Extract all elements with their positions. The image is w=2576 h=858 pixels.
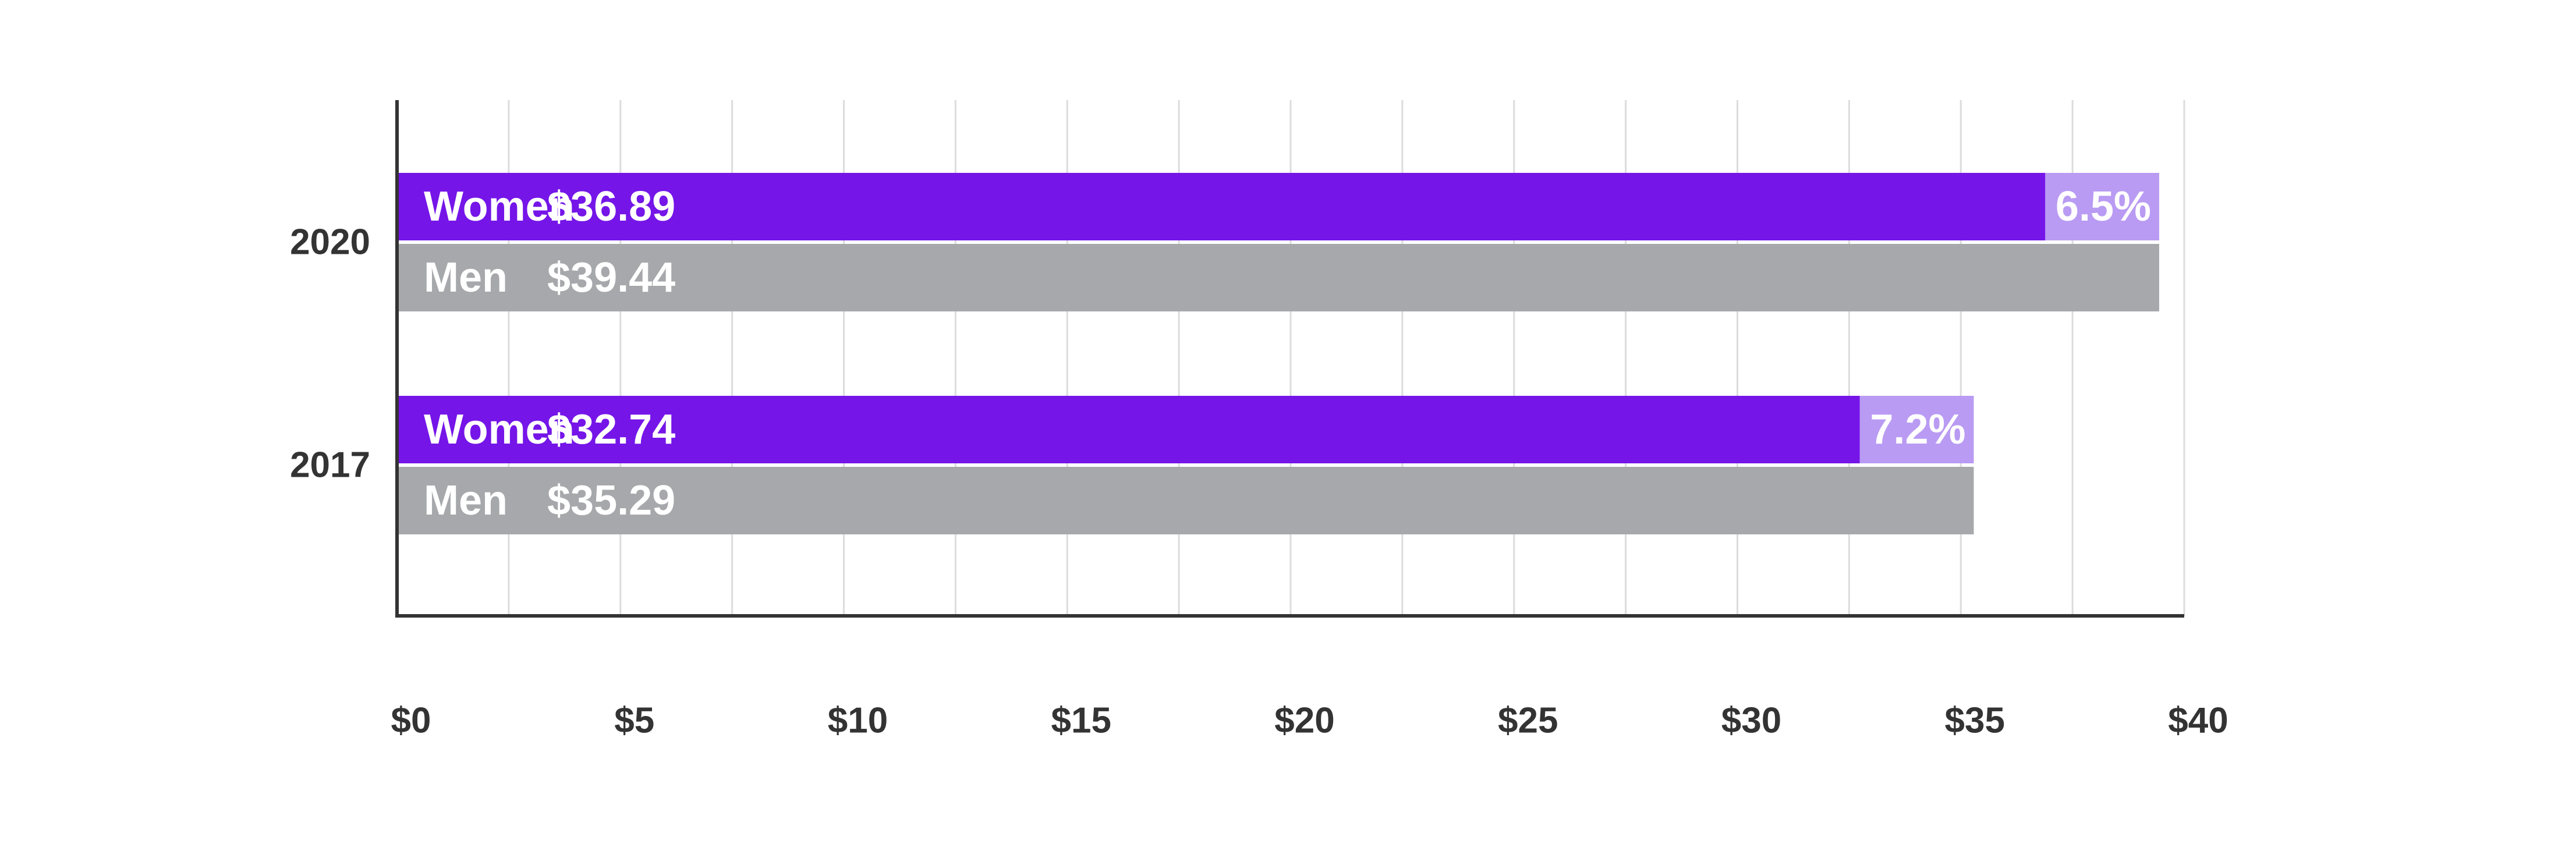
women-label-2017: Women xyxy=(424,406,575,453)
women-value-2017: $32.74 xyxy=(547,406,675,453)
men-label-2020: Men xyxy=(424,254,508,301)
men-value-2020: $39.44 xyxy=(547,254,675,301)
x-tick-label: $35 xyxy=(1945,701,2005,741)
x-tick-label: $25 xyxy=(1498,701,1558,741)
women-label-2020: Women xyxy=(424,183,575,230)
x-tick-label: $30 xyxy=(1721,701,1781,741)
gap-percent-label-2017: 7.2% xyxy=(1870,406,1965,453)
y-category-labels: 2020 2017 xyxy=(290,222,370,485)
x-tick-label: $40 xyxy=(2168,701,2228,741)
men-bar-2020 xyxy=(397,244,2160,311)
x-tick-label: $20 xyxy=(1274,701,1334,741)
x-tick-labels: $0 $5 $10 $15 $20 $25 $30 $35 $40 xyxy=(391,701,2228,741)
men-label-2017: Men xyxy=(424,477,508,524)
x-tick-label: $15 xyxy=(1051,701,1111,741)
men-bar-2017 xyxy=(397,467,1974,534)
gap-segment-2017 xyxy=(1859,396,1974,463)
x-tick-label: $5 xyxy=(614,701,654,741)
women-bar-2020 xyxy=(397,173,2046,240)
year-label-2017: 2017 xyxy=(290,445,370,485)
bars xyxy=(397,173,2160,534)
axes xyxy=(395,100,2184,618)
gap-percent-label-2020: 6.5% xyxy=(2056,183,2151,230)
women-bar-2017 xyxy=(397,396,1860,463)
x-tick-label: $0 xyxy=(391,701,431,741)
gap-segment-2020 xyxy=(2045,173,2160,240)
x-tick-label: $10 xyxy=(828,701,888,741)
year-label-2020: 2020 xyxy=(290,222,370,263)
women-value-2020: $36.89 xyxy=(547,183,675,230)
men-value-2017: $35.29 xyxy=(547,477,675,524)
